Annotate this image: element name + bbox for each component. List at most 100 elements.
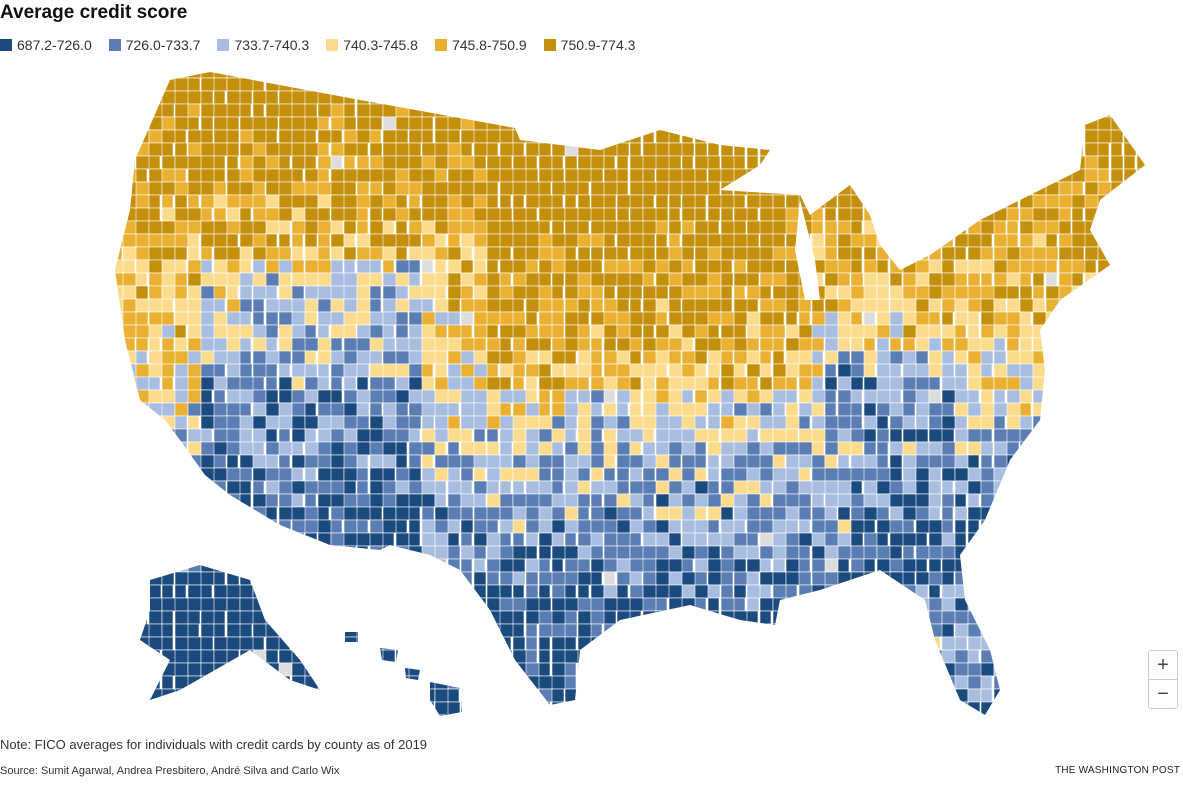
county-cell[interactable] bbox=[1136, 532, 1150, 547]
county-cell[interactable] bbox=[1097, 298, 1110, 313]
county-cell[interactable] bbox=[707, 337, 723, 352]
county-cell[interactable] bbox=[1006, 181, 1021, 196]
county-cell[interactable] bbox=[707, 220, 720, 235]
county-cell[interactable] bbox=[798, 116, 814, 131]
county-cell[interactable] bbox=[343, 480, 357, 495]
county-cell[interactable] bbox=[278, 688, 291, 703]
county-cell[interactable] bbox=[1019, 233, 1035, 248]
county-cell[interactable] bbox=[512, 181, 528, 196]
county-cell[interactable] bbox=[993, 714, 1008, 728]
county-cell[interactable] bbox=[1058, 402, 1073, 417]
county-cell[interactable] bbox=[330, 259, 344, 274]
county-cell[interactable] bbox=[915, 532, 928, 547]
county-cell[interactable] bbox=[1006, 259, 1021, 274]
county-cell[interactable] bbox=[746, 272, 760, 287]
county-cell[interactable] bbox=[1045, 220, 1060, 235]
county-cell[interactable] bbox=[694, 467, 707, 482]
county-cell[interactable] bbox=[1019, 610, 1034, 625]
county-cell[interactable] bbox=[941, 428, 955, 443]
county-cell[interactable] bbox=[1071, 636, 1086, 651]
county-cell[interactable] bbox=[473, 662, 488, 677]
county-cell[interactable] bbox=[967, 194, 981, 209]
county-cell[interactable] bbox=[590, 337, 603, 352]
county-cell[interactable] bbox=[1097, 285, 1115, 300]
county-cell[interactable] bbox=[161, 181, 177, 196]
county-cell[interactable] bbox=[811, 65, 829, 79]
county-cell[interactable] bbox=[278, 545, 292, 560]
county-cell[interactable] bbox=[278, 285, 294, 300]
county-cell[interactable] bbox=[564, 233, 580, 248]
county-cell[interactable] bbox=[824, 389, 837, 404]
county-cell[interactable] bbox=[1136, 155, 1152, 170]
county-cell[interactable] bbox=[889, 688, 906, 703]
county-cell[interactable] bbox=[967, 324, 980, 339]
county-cell[interactable] bbox=[733, 90, 747, 105]
county-cell[interactable] bbox=[902, 558, 917, 573]
county-cell[interactable] bbox=[551, 77, 569, 92]
county-cell[interactable] bbox=[395, 194, 408, 209]
county-cell[interactable] bbox=[642, 467, 656, 482]
county-cell[interactable] bbox=[499, 623, 515, 638]
county-cell[interactable] bbox=[1110, 181, 1124, 196]
county-cell[interactable] bbox=[460, 233, 476, 248]
county-cell[interactable] bbox=[590, 636, 607, 651]
county-cell[interactable] bbox=[967, 298, 983, 313]
county-cell[interactable] bbox=[122, 597, 137, 612]
county-cell[interactable] bbox=[1032, 103, 1050, 118]
county-cell[interactable] bbox=[928, 155, 944, 170]
county-cell[interactable] bbox=[577, 77, 592, 92]
county-cell[interactable] bbox=[655, 662, 671, 677]
county-cell[interactable] bbox=[1019, 129, 1036, 144]
county-cell[interactable] bbox=[798, 558, 811, 573]
county-cell[interactable] bbox=[720, 207, 734, 222]
county-cell[interactable] bbox=[291, 389, 306, 404]
county-cell[interactable] bbox=[1071, 65, 1084, 79]
county-cell[interactable] bbox=[1071, 571, 1084, 586]
county-cell[interactable] bbox=[564, 480, 580, 495]
county-cell[interactable] bbox=[486, 350, 501, 365]
county-cell[interactable] bbox=[434, 636, 450, 651]
county-cell[interactable] bbox=[343, 324, 357, 339]
county-cell[interactable] bbox=[408, 220, 424, 235]
county-cell[interactable] bbox=[499, 675, 513, 690]
county-cell[interactable] bbox=[1058, 116, 1075, 131]
county-cell[interactable] bbox=[200, 90, 214, 105]
county-cell[interactable] bbox=[863, 441, 877, 456]
county-cell[interactable] bbox=[902, 181, 915, 196]
county-cell[interactable] bbox=[655, 363, 668, 378]
county-cell[interactable] bbox=[135, 480, 153, 495]
county-cell[interactable] bbox=[876, 441, 889, 456]
county-cell[interactable] bbox=[1058, 714, 1076, 728]
county-cell[interactable] bbox=[889, 65, 902, 79]
county-cell[interactable] bbox=[161, 610, 174, 625]
county-cell[interactable] bbox=[759, 636, 775, 651]
county-cell[interactable] bbox=[213, 480, 227, 495]
county-cell[interactable] bbox=[226, 181, 242, 196]
county-cell[interactable] bbox=[369, 90, 382, 105]
county-cell[interactable] bbox=[187, 194, 200, 209]
county-cell[interactable] bbox=[655, 623, 669, 638]
county-cell[interactable] bbox=[1123, 90, 1137, 105]
county-cell[interactable] bbox=[1032, 77, 1050, 92]
county-cell[interactable] bbox=[1019, 597, 1032, 612]
county-cell[interactable] bbox=[317, 90, 332, 105]
county-cell[interactable] bbox=[616, 662, 631, 677]
county-cell[interactable] bbox=[759, 207, 775, 222]
county-cell[interactable] bbox=[1123, 480, 1141, 495]
county-cell[interactable] bbox=[733, 285, 746, 300]
county-cell[interactable] bbox=[707, 181, 721, 196]
county-cell[interactable] bbox=[1019, 493, 1037, 508]
county-cell[interactable] bbox=[902, 116, 915, 131]
county-cell[interactable] bbox=[720, 350, 734, 365]
county-cell[interactable] bbox=[629, 402, 642, 417]
county-cell[interactable] bbox=[330, 65, 343, 79]
county-cell[interactable] bbox=[876, 181, 891, 196]
county-cell[interactable] bbox=[148, 623, 163, 638]
county-cell[interactable] bbox=[1032, 363, 1050, 378]
county-cell[interactable] bbox=[876, 584, 894, 599]
county-cell[interactable] bbox=[941, 90, 955, 105]
county-cell[interactable] bbox=[1045, 454, 1062, 469]
county-cell[interactable] bbox=[421, 675, 437, 690]
county-cell[interactable] bbox=[889, 441, 904, 456]
county-cell[interactable] bbox=[694, 558, 710, 573]
